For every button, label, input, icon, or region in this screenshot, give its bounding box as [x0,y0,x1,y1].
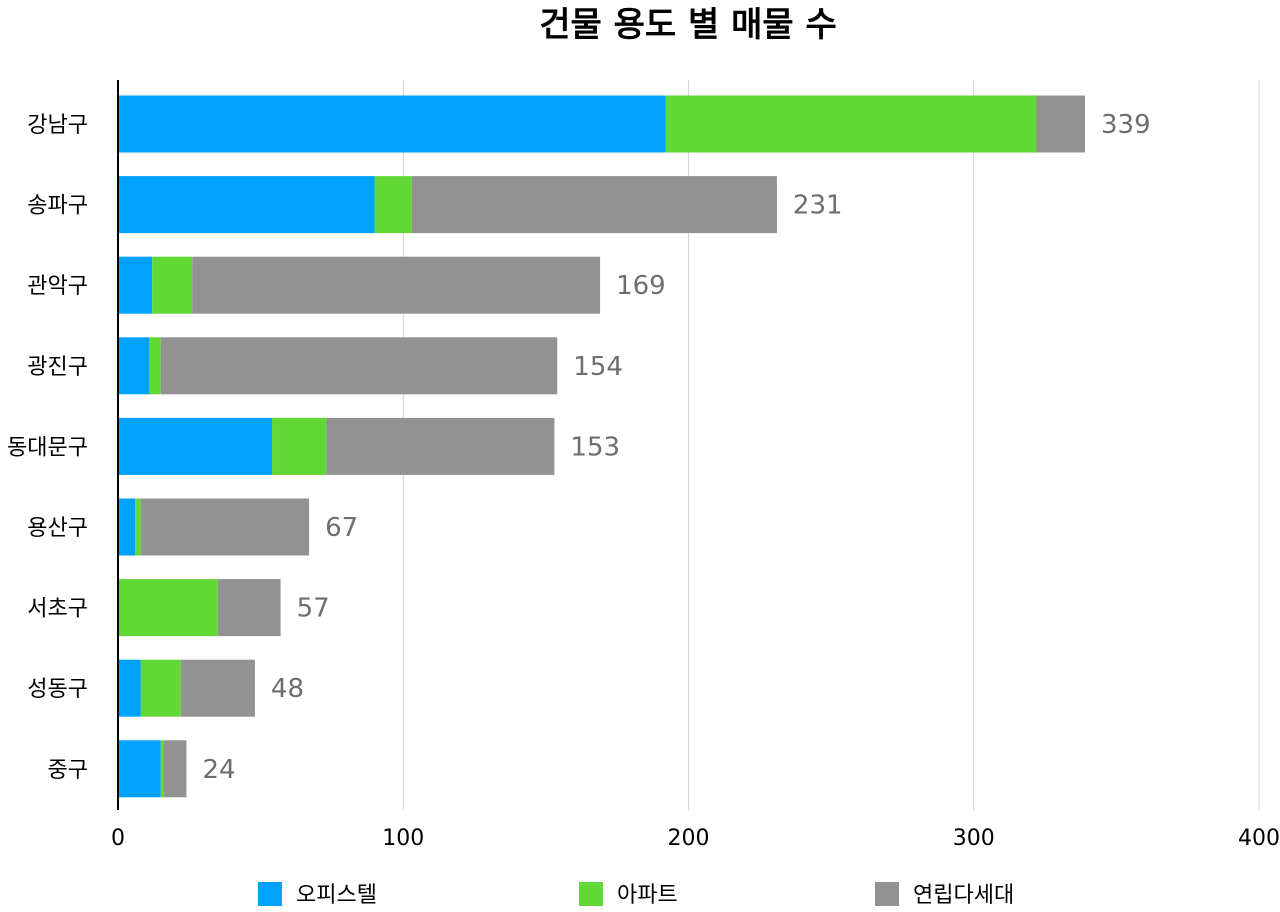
bar-segment [118,659,141,717]
bars [118,95,1085,798]
category-label: 용산구 [27,516,88,541]
chart-title: 건물 용도 별 매물 수 [539,5,837,45]
bar-segment [118,256,153,314]
bar-segment [140,498,310,556]
x-tick-label: 400 [1238,826,1280,851]
category-label: 강남구 [27,113,88,138]
bar-segment [118,417,273,475]
legend-swatch [579,882,603,906]
category-label: 송파구 [27,194,88,219]
x-tick-label: 300 [953,826,995,851]
legend-label: 아파트 [617,883,678,908]
bar-segment [272,417,327,475]
bar-segment [1036,95,1085,153]
x-tick-label: 0 [111,826,125,851]
bar-segment [118,498,136,556]
bar-segment [160,337,558,395]
category-label: 관악구 [27,274,88,299]
bar-segment [374,176,412,234]
bar-segment [217,579,281,637]
total-label: 154 [573,352,623,382]
bar-segment [665,95,1037,153]
bar-segment [180,659,255,717]
bar-segment [118,579,218,637]
total-label: 67 [325,513,358,543]
bar-segment [135,498,141,556]
total-label: 48 [271,674,304,704]
labels: 0 100 200 300 400 강남구 339 송파구 231 관악구 169 광진구 154 동대문… [7,110,1280,851]
total-label: 57 [297,594,330,624]
bar-segment [118,337,150,395]
category-label: 성동구 [27,677,88,702]
bar-segment [160,740,164,798]
total-label: 24 [202,755,235,785]
legend-label: 오피스텔 [296,883,377,908]
bar-segment [411,176,777,234]
total-label: 231 [793,191,843,221]
total-label: 153 [570,432,620,462]
bar-segment [192,256,601,314]
bar-segment [152,256,193,314]
legend-label: 연립다세대 [913,883,1014,908]
category-label: 동대문구 [7,435,88,460]
bar-segment [118,740,161,798]
x-tick-label: 100 [382,826,424,851]
legend-swatch [875,882,899,906]
bar-segment [118,176,375,234]
category-label: 서초구 [27,597,88,622]
x-tick-label: 200 [668,826,710,851]
bar-segment [118,95,666,153]
bar-segment [163,740,187,798]
total-label: 169 [616,271,666,301]
bar-segment [140,659,181,717]
category-label: 중구 [48,758,88,783]
total-label: 339 [1101,110,1151,140]
bar-segment [149,337,161,395]
bar-segment [326,417,555,475]
legend-swatch [258,882,282,906]
legend: 오피스텔 아파트 연립다세대 [258,882,1014,908]
category-label: 광진구 [27,355,88,380]
